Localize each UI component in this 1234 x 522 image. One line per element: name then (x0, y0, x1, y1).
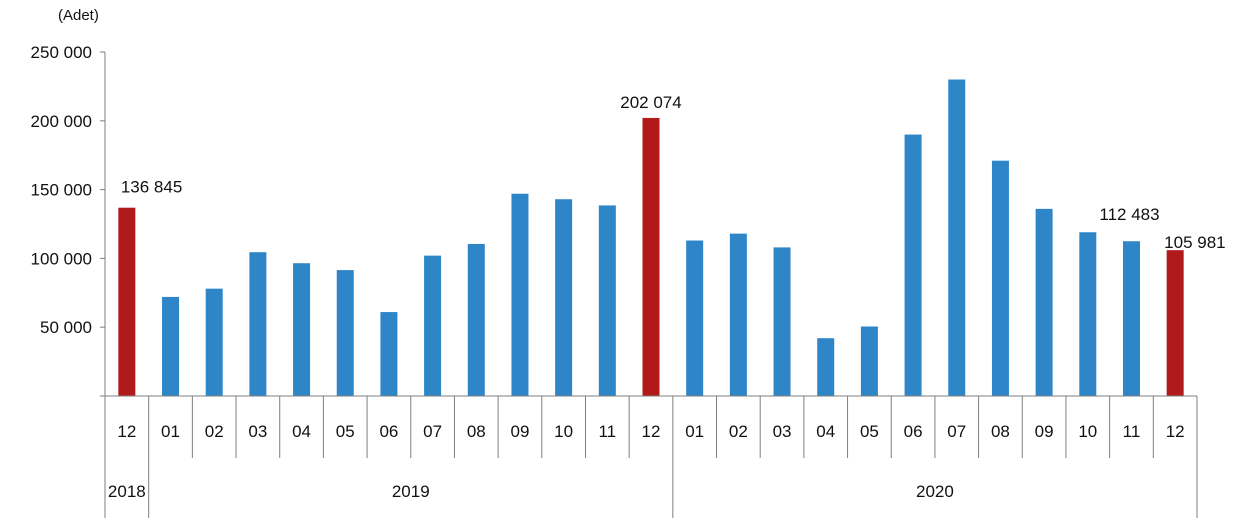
y-axis: 50 000 100 000 150 000 200 000 250 000 (31, 43, 106, 396)
bar (293, 263, 311, 396)
x-tick-label: 01 (161, 422, 180, 441)
year-label: 2020 (916, 482, 954, 501)
x-tick-label: 06 (904, 422, 923, 441)
x-tick-label: 07 (423, 422, 442, 441)
x-tick-label: 04 (816, 422, 835, 441)
bar (205, 288, 223, 396)
data-label: 112 483 (1099, 205, 1159, 224)
bar-highlight (118, 207, 136, 396)
bar (598, 205, 616, 396)
y-tick-label: 50 000 (40, 318, 92, 337)
x-tick-label: 10 (554, 422, 573, 441)
x-tick-label: 04 (292, 422, 311, 441)
x-tick-label: 03 (248, 422, 267, 441)
x-axis: 12 01 02 03 04 05 06 07 08 09 10 11 12 01 02 03 04 05 06 07… (100, 395, 1198, 518)
bars (118, 79, 1184, 397)
bar (1079, 232, 1097, 396)
x-tick-label: 10 (1078, 422, 1097, 441)
year-label: 2019 (392, 482, 430, 501)
x-tick-label: 08 (467, 422, 486, 441)
y-tick-label: 250 000 (31, 43, 92, 62)
x-tick-label: 05 (860, 422, 879, 441)
x-tick-label: 09 (1035, 422, 1054, 441)
bar (686, 240, 704, 396)
x-tick-label: 12 (1166, 422, 1185, 441)
data-label: 202 074 (620, 93, 681, 112)
x-tick-label: 11 (1123, 422, 1141, 441)
x-tick-label: 02 (205, 422, 224, 441)
bar (424, 255, 442, 396)
y-tick-label: 100 000 (31, 249, 92, 268)
x-tick-label: 12 (642, 422, 661, 441)
bar (904, 134, 922, 396)
unit-label: (Adet) (58, 7, 99, 24)
x-tick-label: 08 (991, 422, 1010, 441)
x-tick-label: 09 (510, 422, 529, 441)
bar (773, 247, 791, 396)
bar (380, 312, 398, 396)
bar (249, 252, 267, 396)
x-tick-label: 05 (336, 422, 355, 441)
bar (729, 233, 747, 396)
x-tick-label: 11 (598, 422, 616, 441)
data-label: 136 845 (121, 178, 182, 197)
x-tick-label: 12 (117, 422, 136, 441)
bar (1122, 241, 1140, 396)
data-labels: 136 845 202 074 112 483 105 981 (121, 93, 1226, 252)
bar-highlight (642, 117, 660, 397)
y-tick-label: 200 000 (31, 112, 92, 131)
x-tick-label: 02 (729, 422, 748, 441)
bar (1035, 208, 1053, 396)
bar (467, 243, 485, 396)
x-tick-label: 07 (947, 422, 966, 441)
bar (991, 160, 1009, 396)
bar-highlight (1166, 250, 1184, 396)
x-tick-label: 03 (773, 422, 792, 441)
bar (336, 270, 354, 396)
bar (948, 79, 966, 397)
year-label: 2018 (108, 482, 146, 501)
data-label: 105 981 (1164, 233, 1225, 252)
y-tick-label: 150 000 (31, 181, 92, 200)
bar (162, 296, 180, 396)
x-tick-label: 06 (379, 422, 398, 441)
bar (511, 193, 529, 396)
x-tick-label: 01 (685, 422, 704, 441)
bar (860, 326, 878, 396)
bar (817, 338, 835, 396)
bar (555, 199, 573, 396)
